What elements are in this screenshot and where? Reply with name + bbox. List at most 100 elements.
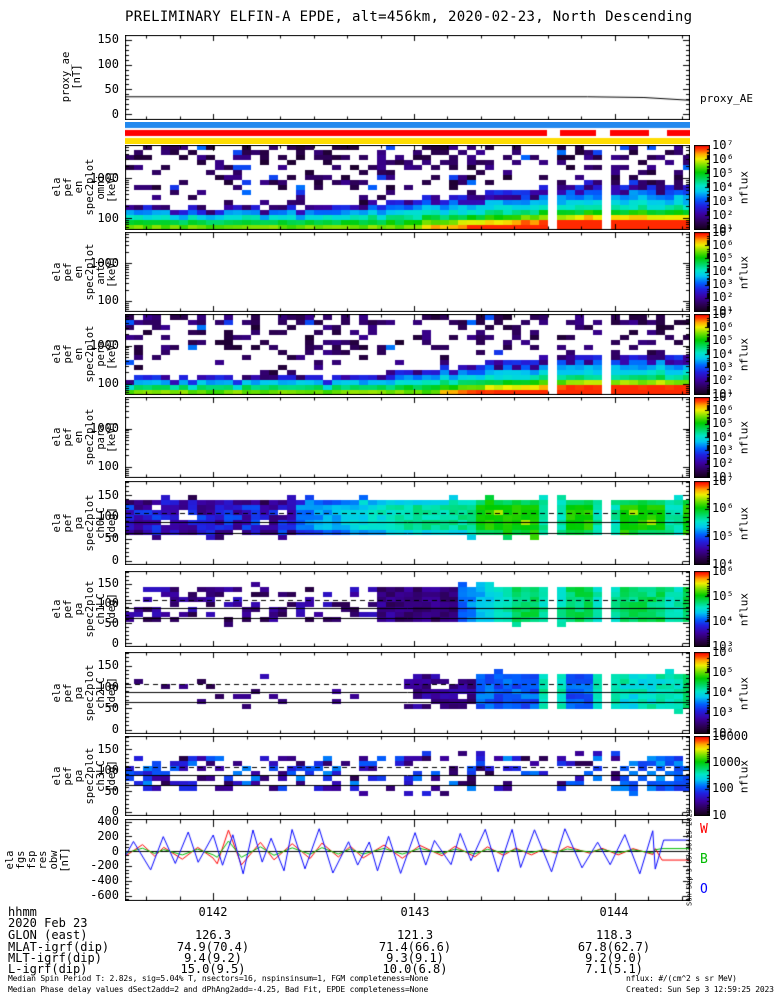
colorbar-tick-label: 10⁵ (712, 528, 734, 543)
footer-nflux-units: nflux: #/(cm^2 s sr MeV) (626, 974, 737, 983)
y-tick-label: -600 (90, 888, 119, 903)
glon-value-0143: 121.3 (396, 928, 434, 942)
colorbar-tick-label: 10⁶ (712, 563, 734, 578)
colorbar-tick-label: 10³ (712, 442, 734, 457)
legend-series-b: B (700, 852, 708, 867)
y-tick-label: 50 (104, 531, 119, 546)
y-tick-label: -400 (90, 873, 119, 888)
y-tick-label: 150 (97, 487, 119, 502)
colorbar-tick-label: 10⁵ (712, 250, 734, 265)
colorbar-tick-label: 10² (712, 725, 734, 740)
colorbar-tick-label: 10³ (712, 277, 734, 292)
colorbar-tick-label: 10⁵ (712, 333, 734, 348)
colorbar-anti (694, 232, 710, 312)
colorbar-tick-label: 10⁶ (712, 402, 734, 417)
colorbar-tick-label: 10⁴ (712, 556, 734, 571)
glon-value-0144: 118.3 (595, 928, 633, 942)
colorbar-tick-label: 10³ (712, 705, 734, 720)
colorbar-tick-label: 10⁷ (712, 306, 734, 321)
axis-row-mlt-label: MLT-igrf(dip) (8, 951, 102, 965)
time-tick-0143: 0143 (400, 905, 430, 919)
colorbar-tick-label: 10¹ (712, 303, 734, 318)
page-title: PRELIMINARY ELFIN-A EPDE, alt=456km, 202… (125, 9, 693, 25)
ch1-panel-canvas (125, 571, 690, 647)
colorbar-ch1 (694, 571, 710, 647)
y-tick-label: 1000 (90, 338, 119, 353)
y-tick-label: 1000 (90, 421, 119, 436)
colorbar-tick-label: 10⁵ (712, 416, 734, 431)
y-tick-label: 100 (97, 376, 119, 391)
colorbar-title-nflux: nflux (737, 420, 751, 455)
footer-spin-period: Median Spin Period T: 2.82s, sig=5.04% T… (8, 974, 429, 983)
y-tick-label: 150 (97, 576, 119, 591)
y-tick-label: 0 (111, 804, 119, 819)
colorbar-tick-label: 10⁴ (712, 685, 734, 699)
y-tick-label: -200 (90, 858, 119, 873)
y-tick-label: 400 (97, 814, 119, 829)
colorbar-tick-label: 10⁵ (712, 165, 734, 180)
colorbar-ch0 (694, 481, 710, 565)
mlt-value-0144: 9.2(9.0) (585, 951, 643, 965)
ch0-panel-canvas (125, 481, 690, 565)
mlat-value-0142: 74.9(70.4) (176, 940, 250, 954)
y-tick-label: 100 (97, 509, 119, 524)
colorbar-tick-label: 10¹ (712, 469, 734, 484)
omni-panel-canvas (125, 145, 690, 230)
y-tick-label: 1000 (90, 255, 119, 270)
colorbar-title-nflux: nflux (737, 255, 751, 289)
ch3-panel-canvas (125, 736, 690, 816)
colorbar-tick-label: 1000 (712, 754, 741, 769)
y-tick-label: 100 (97, 679, 119, 694)
colorbar-tick-label: 10000 (712, 728, 749, 743)
mlt-value-0142: 9.4(9.2) (184, 951, 242, 965)
colorbar-title-nflux: nflux (737, 506, 751, 540)
proxy-ae-series-label: proxy_AE (700, 92, 753, 105)
axis-row-l-label: L-igrf(dip) (8, 962, 88, 976)
colorbar-tick-label: 100 (712, 781, 734, 796)
colorbar-tick-label: 10⁴ (712, 346, 734, 361)
colorbar-tick-label: 10⁶ (712, 151, 734, 166)
y-tick-label: 150 (97, 741, 119, 756)
y-tick-label: 150 (97, 32, 119, 47)
axis-row-hhmm-label: hhmm (8, 905, 37, 919)
y-tick-label: 200 (97, 828, 119, 843)
colorbar-tick-label: 10⁵ (712, 588, 734, 603)
y-tick-label: 100 (97, 762, 119, 777)
colorbar-omni (694, 145, 710, 230)
perp-panel-canvas (125, 314, 690, 395)
y-tick-label: 0 (111, 106, 119, 121)
mlat-value-0143: 71.4(66.6) (378, 940, 452, 954)
anti-panel-canvas (125, 232, 690, 312)
y-tick-label: 150 (97, 658, 119, 673)
colorbar-para (694, 397, 710, 478)
legend-series-o: O (700, 882, 708, 897)
ch2-panel-canvas (125, 652, 690, 734)
y-tick-label: 50 (104, 783, 119, 798)
colorbar-title-nflux: nflux (737, 592, 751, 626)
colorbar-tick-label: 10³ (712, 359, 734, 374)
footer-created: Created: Sun Sep 3 12:59:25 2023 (626, 985, 774, 994)
y-tick-label: 100 (97, 459, 119, 474)
colorbar-tick-label: 10⁶ (712, 644, 734, 659)
footer-phase-delay: Median Phase delay values dSect2add=2 an… (8, 985, 429, 994)
colorbar-ch3 (694, 736, 710, 816)
colorbar-tick-label: 10² (712, 373, 734, 388)
l-value-0144: 7.1(5.1) (585, 962, 643, 976)
colorbar-tick-label: 10⁴ (712, 613, 734, 628)
colorbar-tick-label: 10¹ (712, 386, 734, 401)
colorbar-tick-label: 10³ (712, 193, 734, 208)
colorbar-tick-label: 10⁶ (712, 501, 734, 516)
colorbar-tick-label: 10⁷ (712, 137, 734, 152)
y-tick-label: 100 (97, 595, 119, 610)
colorbar-tick-label: 10⁴ (712, 264, 734, 278)
para-panel-canvas (125, 397, 690, 478)
glon-value-0142: 126.3 (194, 928, 232, 942)
quality-flag-bars (125, 122, 690, 144)
colorbar-tick-label: 10² (712, 207, 734, 222)
colorbar-tick-label: 10⁷ (712, 389, 734, 404)
y-tick-label: 50 (104, 81, 119, 96)
y-tick-label: 0 (111, 635, 119, 650)
mlt-value-0143: 9.3(9.1) (386, 951, 444, 965)
colorbar-title-nflux: nflux (737, 676, 751, 710)
